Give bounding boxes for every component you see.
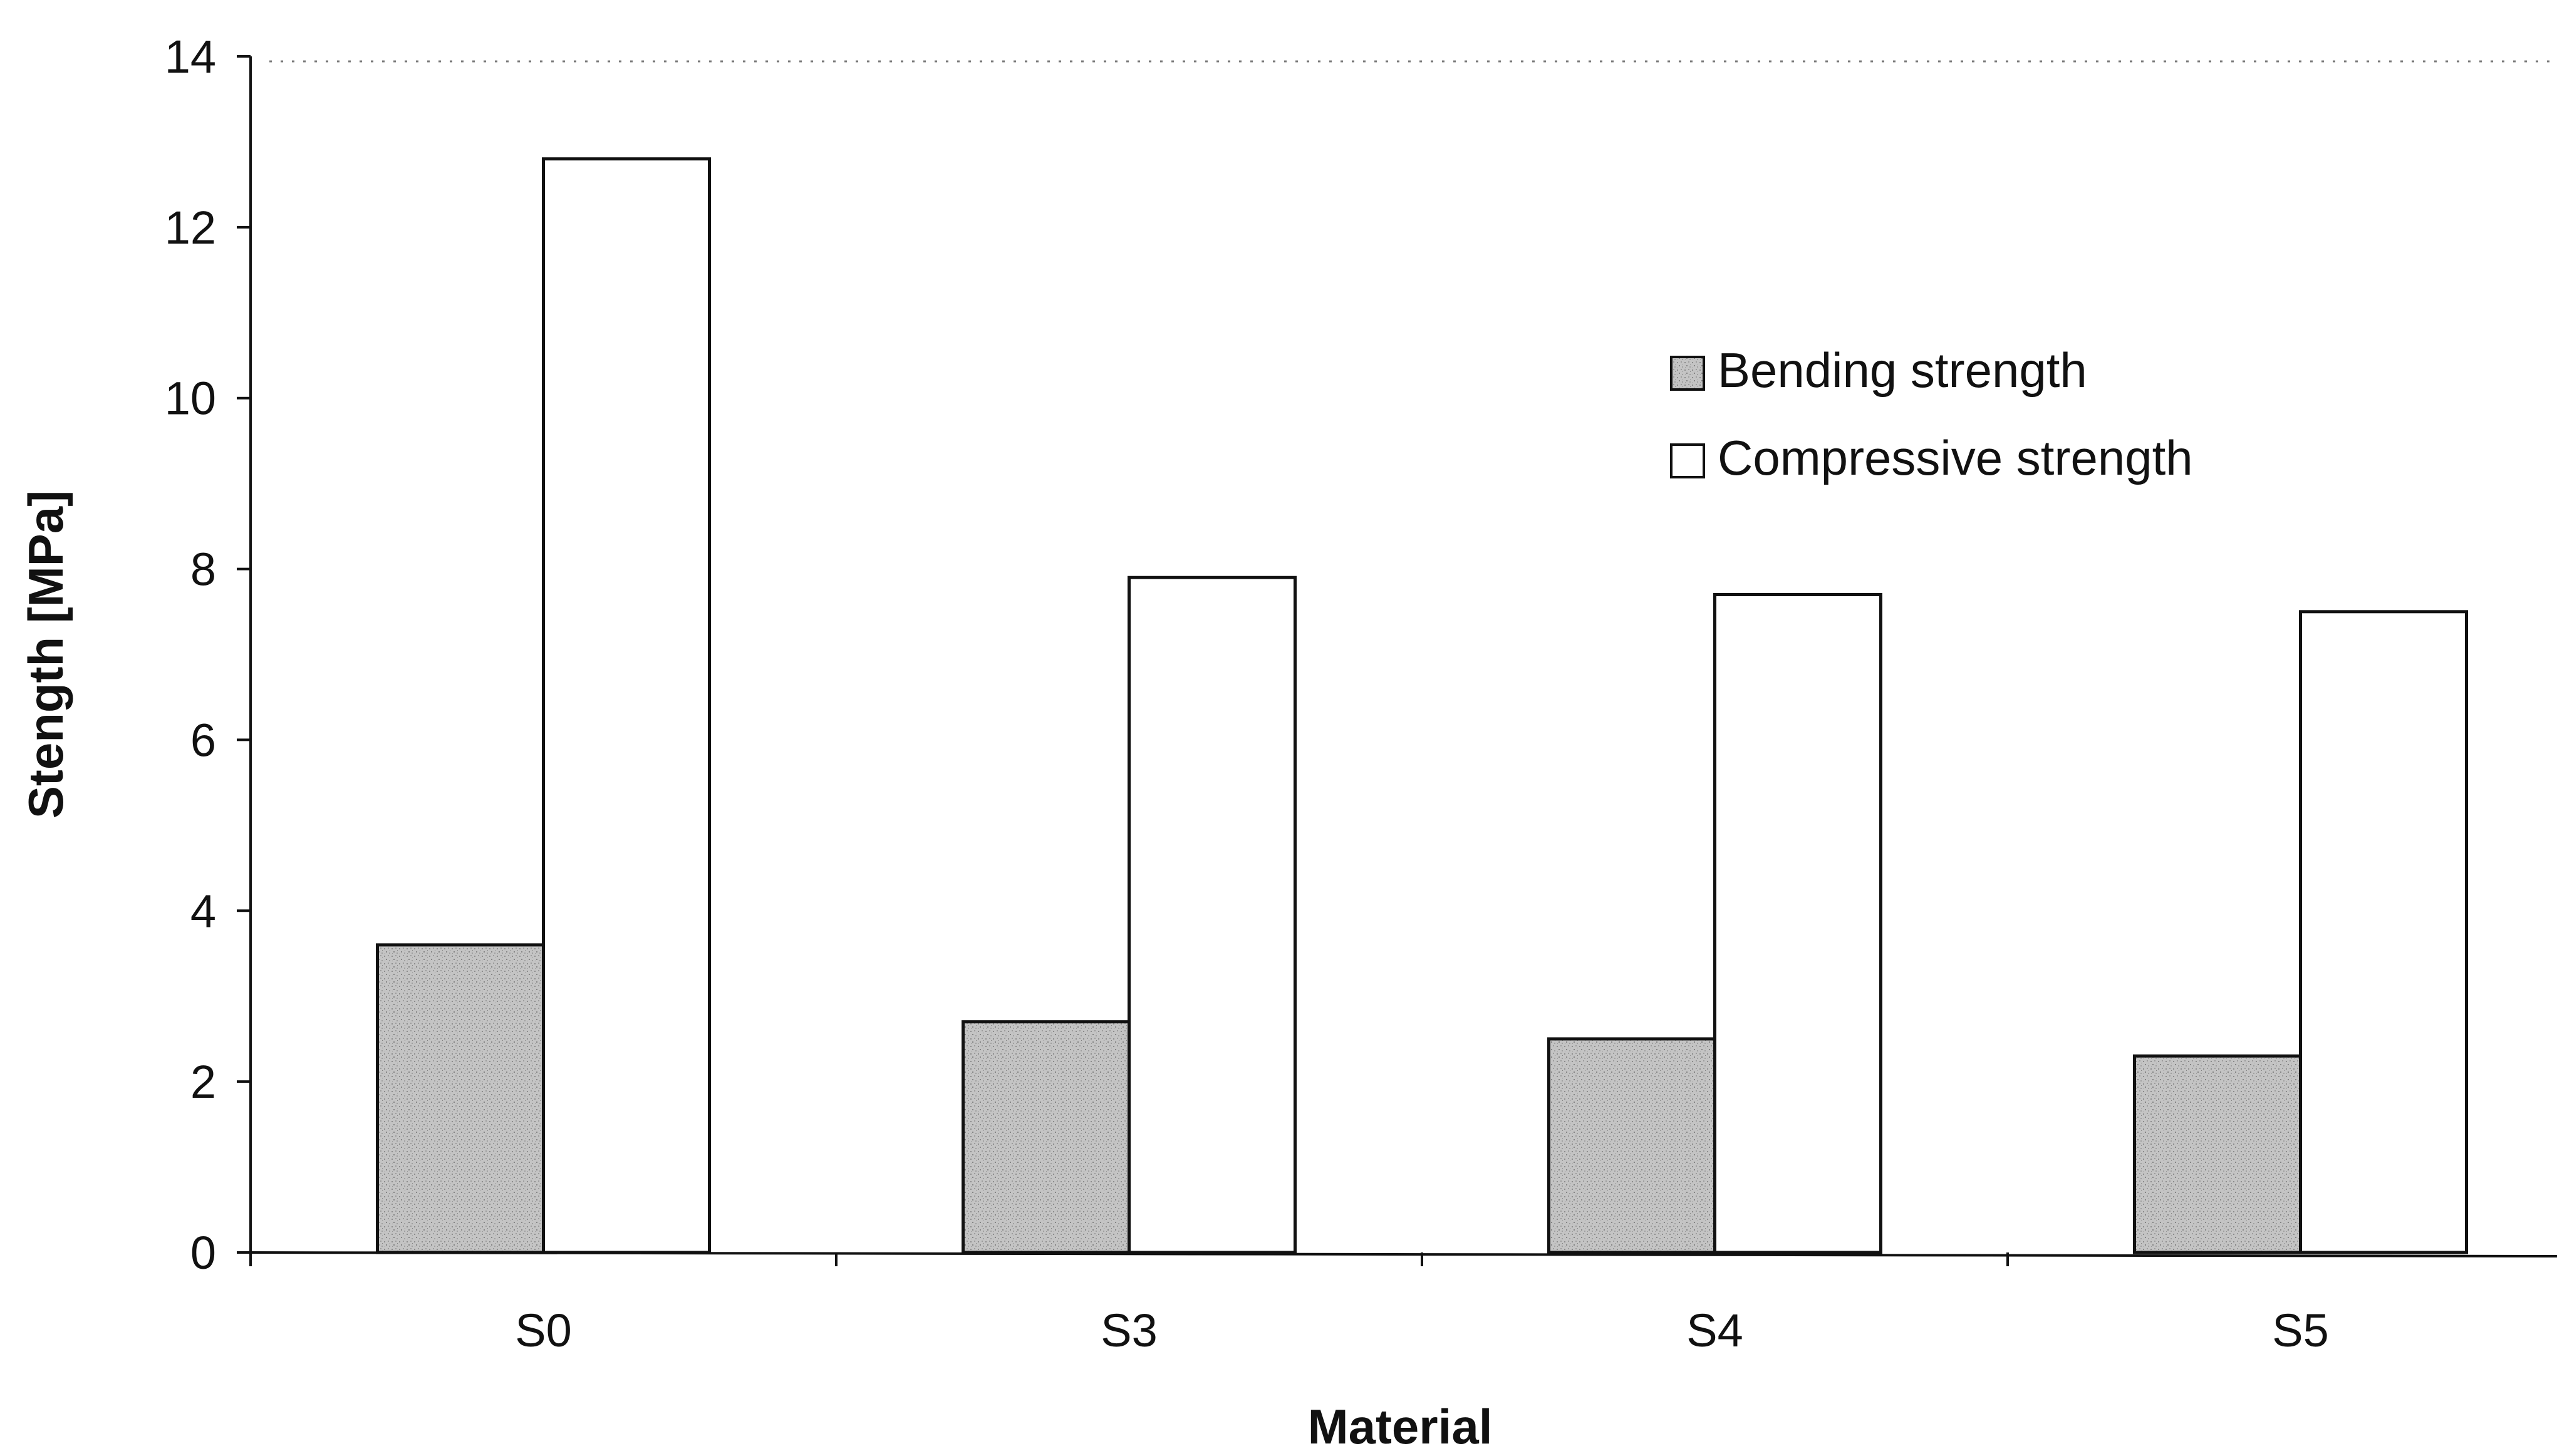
y-tick-label: 10	[165, 373, 216, 425]
bar-bending-strength-s5	[2133, 1054, 2302, 1254]
y-tick-label: 6	[190, 714, 216, 766]
bar-bending-strength-s3	[962, 1020, 1131, 1254]
x-category-label: S0	[515, 1304, 572, 1356]
x-category-label: S4	[1686, 1304, 1743, 1356]
y-tick-label: 0	[190, 1227, 216, 1279]
legend-label: Compressive strength	[1718, 430, 2193, 485]
y-tick-label: 8	[190, 544, 216, 596]
x-axis-line	[244, 1251, 2557, 1257]
bar-compressive-strength-s5	[2299, 610, 2468, 1254]
y-tick-label: 4	[190, 885, 216, 937]
bar-compressive-strength-s0	[542, 157, 711, 1254]
y-axis-title: Stength [MPa]	[18, 490, 73, 818]
bar-bending-strength-s4	[1547, 1037, 1716, 1254]
y-tick-label: 12	[165, 202, 216, 254]
y-tick-label: 14	[165, 31, 216, 83]
bar-compressive-strength-s4	[1713, 593, 1882, 1254]
bar-bending-strength-s0	[376, 943, 545, 1254]
x-category-label: S3	[1101, 1304, 1158, 1356]
legend-label: Bending strength	[1718, 343, 2087, 398]
y-tick-label: 2	[190, 1056, 216, 1108]
bar-compressive-strength-s3	[1128, 576, 1297, 1254]
legend-swatch	[1670, 356, 1705, 391]
x-axis-title: Material	[1308, 1399, 1493, 1453]
legend-swatch	[1670, 443, 1705, 478]
x-category-label: S5	[2272, 1304, 2329, 1356]
